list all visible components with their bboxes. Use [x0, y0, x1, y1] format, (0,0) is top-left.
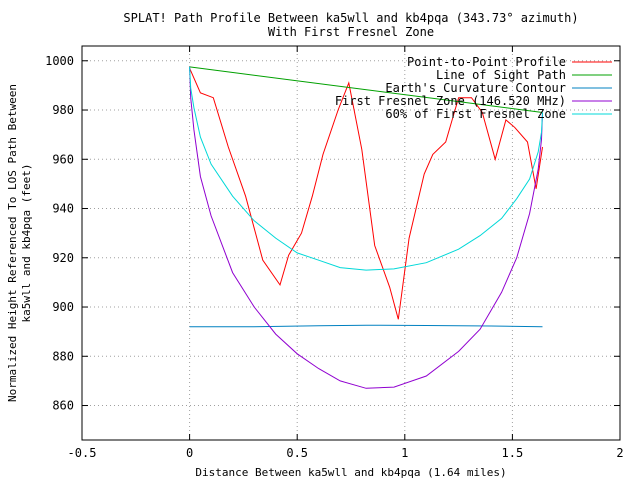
x-tick-label: 1	[401, 446, 408, 460]
y-tick-label: 980	[52, 103, 74, 117]
y-tick-label: 940	[52, 202, 74, 216]
series-line-earth-s-curvature-contour	[189, 324, 543, 328]
y-tick-label: 1000	[45, 54, 74, 68]
y-axis-label-line-2: ka5wll and kb4pqa (feet)	[20, 164, 33, 323]
legend-label: Point-to-Point Profile	[407, 55, 566, 69]
x-axis-label: Distance Between ka5wll and kb4pqa (1.64…	[195, 466, 506, 479]
x-tick-label: -0.5	[68, 446, 97, 460]
series-line-60-of-first-fresnel-zone	[189, 66, 543, 271]
legend-label: Earth's Curvature Contour	[385, 81, 566, 95]
series-line-line-of-sight-path	[189, 66, 543, 113]
y-axis-label-line-1: Normalized Height Referenced To LOS Path…	[6, 84, 19, 402]
y-tick-label: 860	[52, 399, 74, 413]
x-tick-label: 0	[186, 446, 193, 460]
y-tick-label: 880	[52, 349, 74, 363]
series-line-point-to-point-profile	[189, 67, 543, 320]
legend-label: Line of Sight Path	[436, 68, 566, 82]
x-tick-label: 1.5	[502, 446, 524, 460]
series-lines	[189, 66, 543, 389]
legend-label: 60% of First Fresnel Zone	[385, 107, 566, 121]
series-line-first-fresnel-zone-146-520-mhz	[189, 66, 543, 389]
chart-title-line-2: With First Fresnel Zone	[268, 25, 434, 39]
x-tick-label: 2	[616, 446, 623, 460]
plot-frame	[81, 45, 621, 441]
y-tick-label: 900	[52, 300, 74, 314]
chart-title-line-1: SPLAT! Path Profile Between ka5wll and k…	[123, 11, 578, 25]
legend-label: First Fresnel Zone (146.520 MHz)	[335, 94, 566, 108]
y-tick-label: 960	[52, 152, 74, 166]
y-axis-label-group: Normalized Height Referenced To LOS Path…	[6, 84, 33, 402]
axis-ticks: -0.5 0 0.5 1 1.5 2 860 880 900 920 940 960 980 1000	[45, 46, 624, 460]
x-tick-label: 0.5	[286, 446, 308, 460]
y-tick-label: 920	[52, 251, 74, 265]
